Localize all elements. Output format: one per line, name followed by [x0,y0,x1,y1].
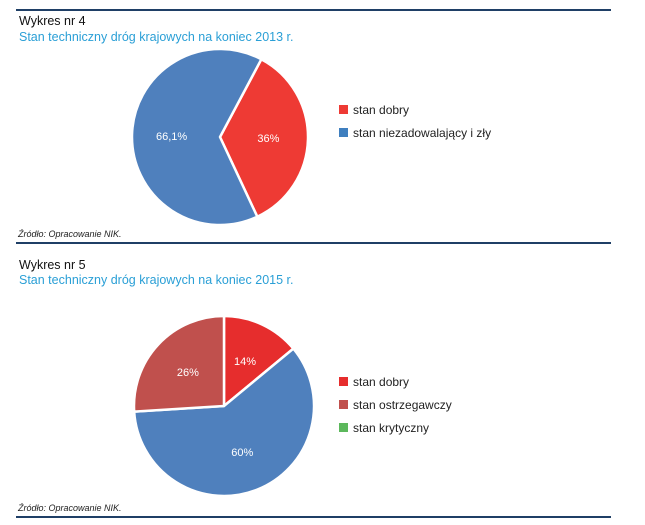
chart-1-legend-swatch [339,105,348,114]
chart-1-data-label-stan-dobry: 36% [257,133,279,145]
chart-2-slice-stan-krytyczny [222,314,295,408]
chart-2-title: Stan techniczny dróg krajowych na koniec… [19,273,294,287]
chart-2-slice-stan-ostrzegawczy [132,314,226,413]
chart-2-data-label-stan-dobry: 60% [231,447,253,459]
chart-2-legend-label: stan ostrzegawczy [353,397,452,412]
chart-1-title: Stan techniczny dróg krajowych na koniec… [19,30,294,44]
chart-2-legend-item-stan-krytyczny: stan krytyczny [339,416,452,439]
chart-2-data-label-stan-ostrzegawczy: 26% [177,367,199,379]
middle-rule [16,242,611,244]
chart-2-legend-item-stan-dobry: stan dobry [339,370,452,393]
chart-1-legend-item-stan-dobry: stan dobry [339,98,491,121]
chart-2-legend: stan dobry stan ostrzegawczy stan krytyczn… [339,370,452,439]
chart-1-data-label-stan-niezadowalajacy-i-z-y: 66,1% [156,131,187,143]
chart-2-legend-swatch [339,423,348,432]
chart-2-legend-swatch [339,400,348,409]
chart-2-heading: Wykres nr 5 [19,258,86,272]
chart-1-slice-stan-niezadowalajacy-i-z-y [130,47,263,227]
chart-1-legend-label: stan niezadowalający i zły [353,125,492,140]
chart-1-source: Źródło: Opracowanie NIK. [18,229,122,239]
chart-1-legend-swatch [339,128,348,137]
chart-1-legend-item-stan-niezadowalajacy-i-z-y: stan niezadowalający i zły [339,121,491,144]
chart-1-legend: stan dobry stan niezadowalający i zły [339,98,491,144]
chart-2-legend-label: stan krytyczny [353,420,430,435]
top-rule [16,9,611,11]
chart-2-legend-swatch [339,377,348,386]
chart-2-legend-label: stan dobry [353,374,410,389]
chart-1-legend-label: stan dobry [353,102,410,117]
chart-2-slice-stan-dobry [132,347,316,498]
chart-2-legend-item-stan-ostrzegawczy: stan ostrzegawczy [339,393,452,416]
bottom-rule [16,516,611,518]
chart-1-slice-stan-dobry [218,58,310,218]
chart-2-data-label-stan-krytyczny: 14% [234,356,256,368]
chart-1-heading: Wykres nr 4 [19,14,86,28]
chart-2-source: Źródło: Opracowanie NIK. [18,503,122,513]
